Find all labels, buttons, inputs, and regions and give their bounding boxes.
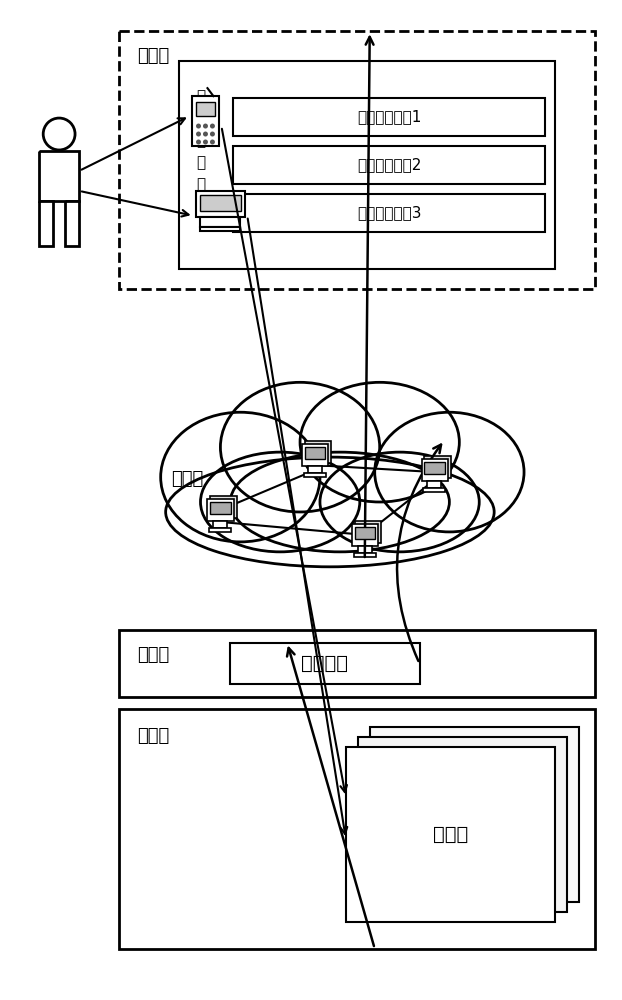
Circle shape [203,140,208,144]
Bar [305,447,325,459]
Bar [369,727,579,902]
Circle shape [43,118,75,150]
Text: 任: 任 [196,155,205,170]
Bar [355,527,375,539]
Bar [305,441,332,463]
Circle shape [196,124,201,129]
Bar [424,456,451,478]
PathPatch shape [39,201,53,246]
Bar [119,709,595,949]
Ellipse shape [220,382,379,512]
Text: 待处理子任务3: 待处理子任务3 [357,205,421,220]
Bar [230,643,419,684]
Text: 理: 理 [196,133,205,148]
Bar [119,630,595,697]
PathPatch shape [65,201,79,246]
Text: 待处理子任务1: 待处理子任务1 [357,110,421,125]
Bar [358,546,372,553]
Bar [424,488,445,492]
Text: 处: 处 [196,111,205,126]
Text: 共识层: 共识层 [137,646,169,664]
Bar [213,521,228,528]
Ellipse shape [160,412,320,542]
Circle shape [210,140,215,144]
Bar [200,195,241,211]
Bar [208,499,234,521]
Bar [355,521,381,543]
Ellipse shape [165,457,494,567]
Bar [424,462,445,474]
Bar [354,553,376,557]
Text: 网络层: 网络层 [170,470,203,488]
Bar [192,96,220,146]
Bar [422,459,448,481]
Text: 算力层: 算力层 [137,47,169,65]
Bar [119,31,595,289]
Circle shape [210,132,215,137]
Bar [179,61,555,269]
Bar [358,737,567,912]
Ellipse shape [374,412,524,532]
Bar [308,466,322,473]
Bar [346,747,555,922]
Bar [233,194,545,232]
Text: 应用层: 应用层 [137,727,169,745]
Bar [210,528,231,532]
Circle shape [210,124,215,129]
Bar [200,217,240,227]
Text: 智能合约: 智能合约 [302,654,348,673]
Bar [210,502,231,514]
Bar [427,481,442,488]
PathPatch shape [39,151,79,201]
Bar [304,473,326,477]
Bar [302,444,328,466]
Bar [195,102,215,116]
Circle shape [203,124,208,129]
Text: 待: 待 [196,89,205,104]
Bar [233,98,545,136]
Ellipse shape [300,382,459,502]
Text: 客户端: 客户端 [433,825,468,844]
Ellipse shape [200,452,360,552]
Bar [195,191,245,217]
Bar [200,227,240,231]
Ellipse shape [320,452,479,552]
Bar [210,496,237,518]
Circle shape [196,140,201,144]
Circle shape [203,132,208,137]
Bar [352,524,378,546]
Circle shape [196,132,201,137]
Ellipse shape [230,452,449,552]
Text: 务: 务 [196,177,205,192]
Bar [233,146,545,184]
Text: 待处理子任务2: 待处理子任务2 [357,157,421,172]
